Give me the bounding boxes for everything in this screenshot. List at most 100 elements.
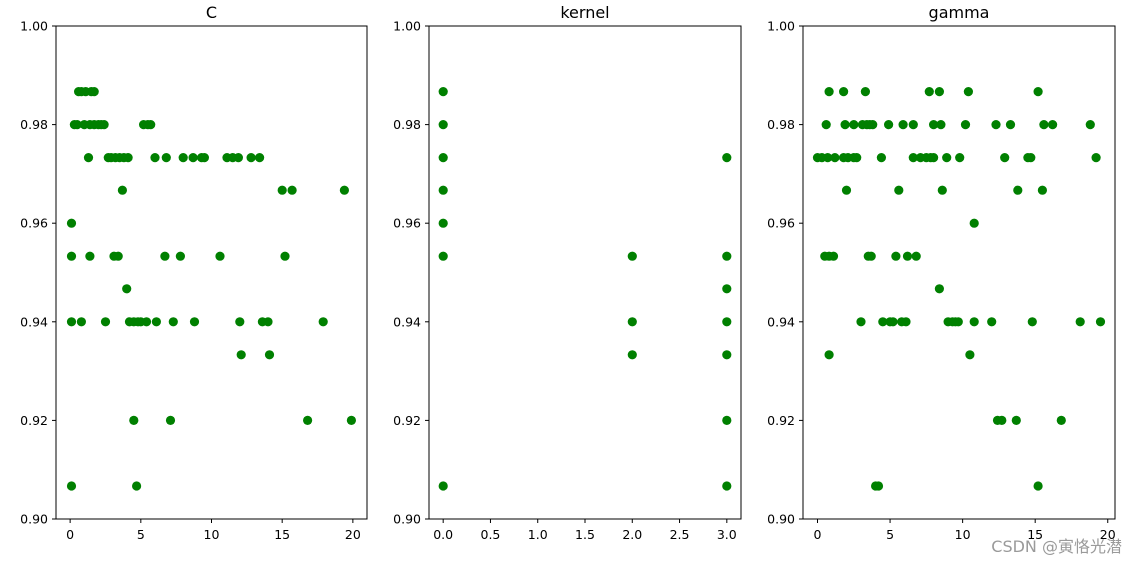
data-point [346, 415, 356, 425]
data-point [236, 350, 246, 360]
data-point [1033, 87, 1043, 97]
data-point [997, 415, 1007, 425]
data-point [66, 218, 77, 228]
data-point [873, 481, 884, 491]
data-point [117, 185, 127, 195]
data-point [839, 87, 849, 97]
data-point [199, 153, 209, 163]
subplot-kernel: kernel 0.0 0.5 1.0 1.5 2.0 2.5 3.0 0.90 0.92 0.94 0… [393, 3, 742, 542]
data-point [824, 87, 834, 97]
data-point [722, 153, 732, 163]
x-tick-label: 5 [886, 527, 894, 542]
data-point [146, 120, 156, 130]
x-tick-label: 5 [137, 527, 145, 542]
data-point [339, 185, 349, 195]
y-tick-label: 0.94 [767, 314, 795, 329]
x-tick-label: 1.0 [528, 527, 548, 542]
data-point [955, 153, 965, 163]
x-tick-label: 10 [204, 527, 220, 542]
data-point [1056, 415, 1066, 425]
data-point [122, 284, 132, 294]
x-tick-label: 20 [345, 527, 361, 542]
data-point [99, 120, 109, 130]
data-point [908, 153, 918, 163]
data-point [722, 251, 732, 261]
y-tick-label: 0.90 [20, 512, 48, 527]
data-point [1011, 415, 1021, 425]
data-point [722, 350, 732, 360]
scatter-series [812, 87, 1106, 491]
x-tick-label: 15 [1027, 527, 1043, 542]
data-point [141, 317, 152, 327]
y-tick-label: 0.96 [767, 216, 795, 231]
y-tick-label: 0.90 [767, 512, 795, 527]
y-tick-label: 0.94 [20, 314, 48, 329]
y-tick-label: 0.96 [393, 216, 421, 231]
data-point [888, 317, 898, 327]
data-point [277, 185, 287, 195]
data-point [1013, 185, 1023, 195]
data-point [840, 120, 850, 130]
data-point [1033, 481, 1043, 491]
x-tick-label: 2.0 [622, 527, 642, 542]
data-point [188, 153, 198, 163]
data-point [100, 317, 111, 327]
data-point [876, 153, 887, 163]
y-tick-label: 0.96 [20, 216, 48, 231]
data-point [902, 251, 913, 261]
data-point [987, 317, 997, 327]
data-point [161, 153, 171, 163]
data-point [627, 251, 637, 261]
y-tick-label: 0.92 [393, 413, 421, 428]
data-point [235, 317, 245, 327]
data-point [852, 153, 862, 163]
data-point [66, 251, 77, 261]
y-tick-label: 0.98 [767, 117, 795, 132]
data-point [129, 415, 139, 425]
data-point [722, 284, 732, 294]
data-point [132, 481, 142, 491]
data-point [821, 120, 831, 130]
data-point [860, 87, 871, 97]
data-point [627, 317, 637, 327]
x-tick-label: 1.5 [575, 527, 595, 542]
data-point [722, 317, 732, 327]
data-point [960, 120, 971, 130]
data-point [924, 87, 934, 97]
subplot-title: gamma [929, 3, 990, 22]
x-tick-label: 2.5 [670, 527, 690, 542]
data-point [150, 153, 160, 163]
data-point [113, 251, 123, 261]
scatter-series [66, 87, 356, 491]
y-tick-label: 0.98 [20, 117, 48, 132]
data-point [1026, 153, 1036, 163]
data-point [165, 415, 176, 425]
x-tick-label: 0.5 [481, 527, 501, 542]
data-point [255, 153, 265, 163]
y-tick-label: 1.00 [767, 19, 795, 34]
x-tick-label: 10 [955, 527, 971, 542]
y-tick-label: 0.92 [767, 413, 795, 428]
data-point [884, 120, 894, 130]
data-point [1037, 185, 1047, 195]
data-point [72, 120, 82, 130]
data-point [438, 481, 448, 491]
x-tick-label: 20 [1100, 527, 1116, 542]
data-point [178, 153, 188, 163]
data-point [969, 218, 979, 228]
data-point [85, 251, 95, 261]
data-point [963, 87, 974, 97]
y-tick-label: 1.00 [20, 19, 48, 34]
data-point [828, 251, 839, 261]
x-tick-label: 0 [66, 527, 74, 542]
axes-frame [802, 25, 1116, 520]
scatter-series [438, 87, 732, 491]
y-tick-label: 0.92 [20, 413, 48, 428]
data-point [438, 218, 448, 228]
data-point [89, 87, 99, 97]
data-point [438, 251, 448, 261]
data-point [866, 251, 876, 261]
data-point [160, 251, 170, 261]
data-point [233, 153, 243, 163]
